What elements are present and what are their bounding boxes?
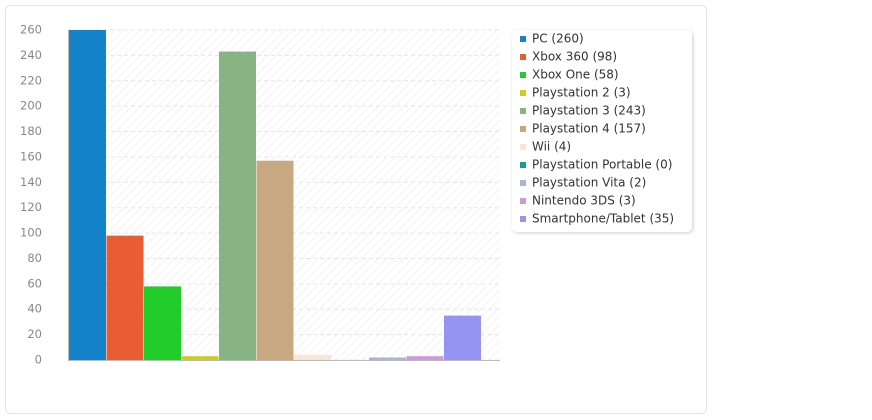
bar bbox=[144, 286, 181, 360]
bar bbox=[294, 354, 331, 360]
bar bbox=[369, 357, 406, 360]
y-tick-label: 0 bbox=[35, 353, 42, 367]
bar bbox=[181, 356, 219, 360]
legend-label: Playstation Vita (2) bbox=[532, 176, 646, 190]
y-tick-label: 180 bbox=[20, 124, 42, 138]
y-tick-label: 60 bbox=[27, 276, 42, 290]
legend-box bbox=[512, 30, 692, 232]
y-tick-label: 100 bbox=[20, 226, 42, 240]
y-tick-label: 200 bbox=[20, 99, 42, 113]
y-tick-label: 80 bbox=[27, 251, 42, 265]
bar bbox=[219, 51, 256, 360]
bar bbox=[444, 315, 481, 360]
legend-label: Smartphone/Tablet (35) bbox=[532, 212, 674, 226]
y-tick-label: 220 bbox=[20, 73, 42, 87]
legend-label: Playstation 2 (3) bbox=[532, 86, 631, 100]
y-tick-label: 40 bbox=[27, 302, 42, 316]
y-tick-label: 20 bbox=[27, 327, 42, 341]
bar bbox=[406, 356, 444, 360]
legend-label: PC (260) bbox=[532, 32, 584, 46]
legend-label: Nintendo 3DS (3) bbox=[532, 194, 636, 208]
y-tick-label: 160 bbox=[20, 149, 42, 163]
y-tick-label: 120 bbox=[20, 200, 42, 214]
y-tick-label: 260 bbox=[20, 23, 42, 37]
legend-marker bbox=[520, 180, 526, 186]
bar bbox=[256, 160, 294, 360]
bar bbox=[69, 30, 106, 360]
legend-label: Playstation 3 (243) bbox=[532, 104, 646, 118]
legend-label: Playstation Portable (0) bbox=[532, 158, 672, 172]
legend-label: Xbox One (58) bbox=[532, 68, 619, 82]
legend-marker bbox=[520, 72, 526, 78]
legend-marker bbox=[520, 108, 526, 114]
y-tick-label: 140 bbox=[20, 175, 42, 189]
legend-label: Playstation 4 (157) bbox=[532, 122, 646, 136]
legend-marker bbox=[520, 162, 526, 168]
legend-marker bbox=[520, 36, 526, 42]
legend-marker bbox=[520, 144, 526, 150]
bar bbox=[106, 235, 144, 360]
y-tick-label: 240 bbox=[20, 48, 42, 62]
legend-label: Xbox 360 (98) bbox=[532, 50, 617, 64]
legend-marker bbox=[520, 54, 526, 60]
legend-marker bbox=[520, 198, 526, 204]
legend-label: Wii (4) bbox=[532, 140, 571, 154]
legend-marker bbox=[520, 126, 526, 132]
legend-marker bbox=[520, 90, 526, 96]
legend-marker bbox=[520, 216, 526, 222]
